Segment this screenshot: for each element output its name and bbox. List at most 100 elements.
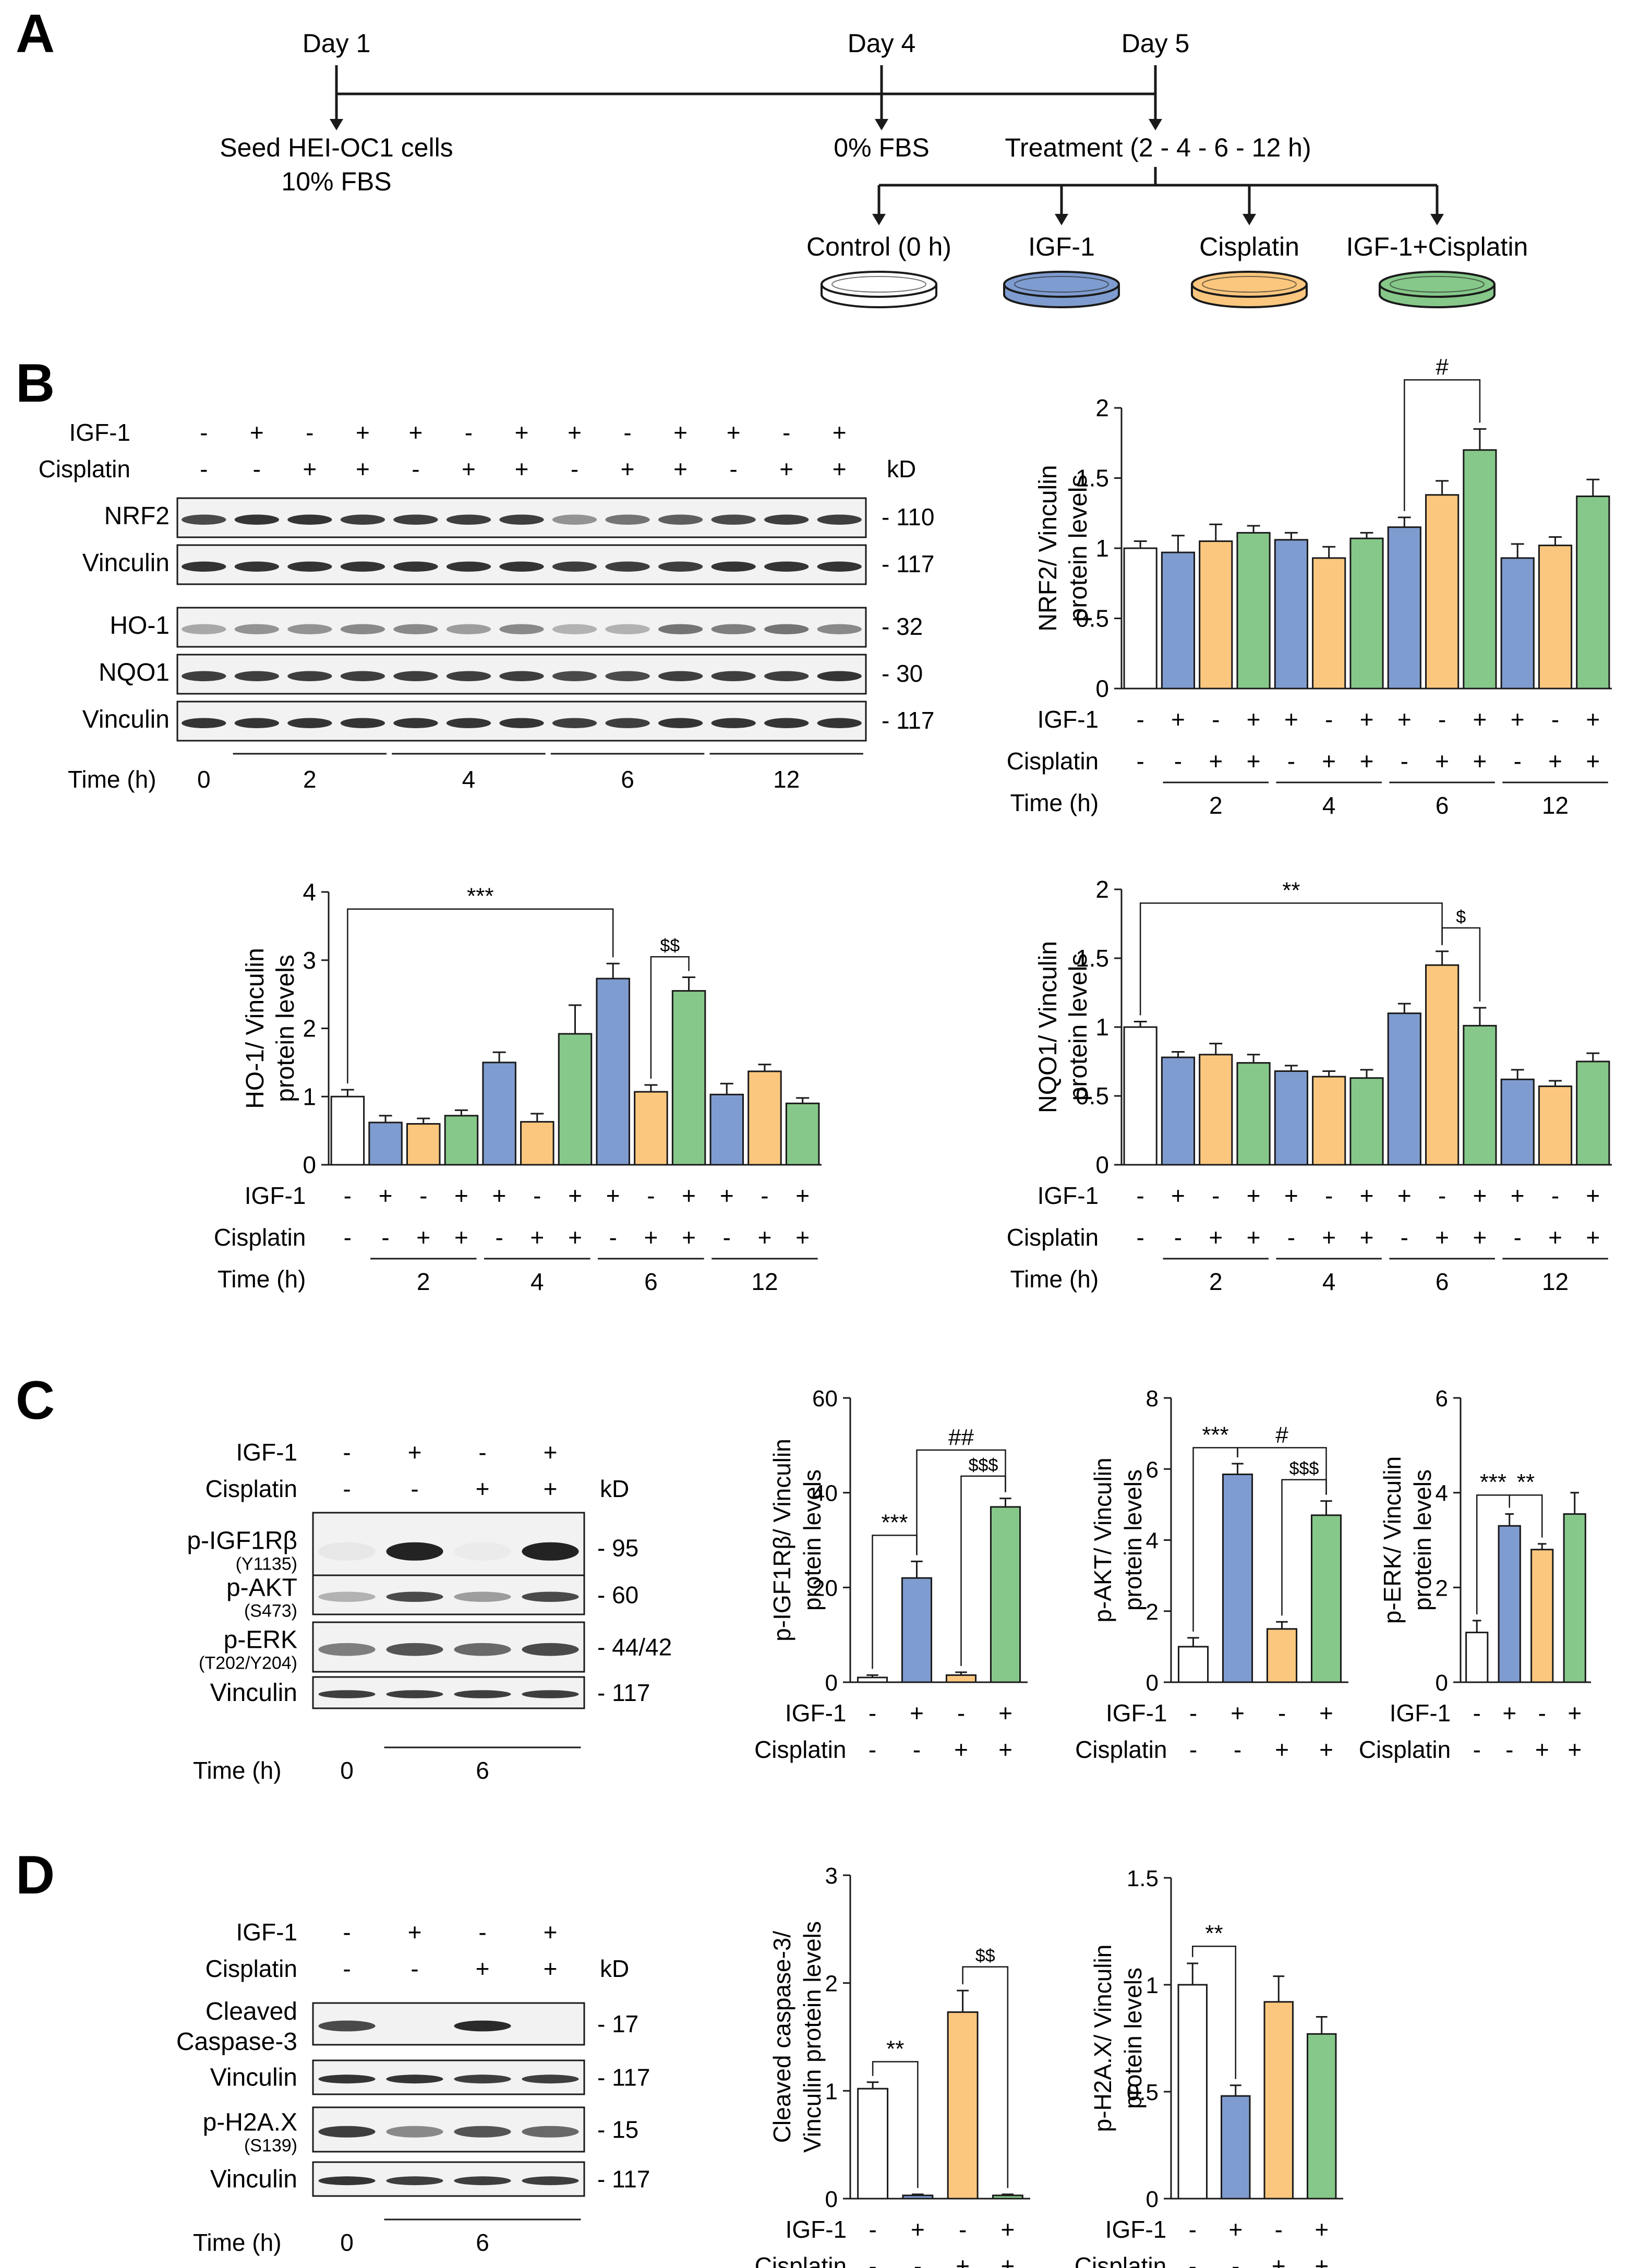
blotC-row-label: p-ERK [224,1626,297,1654]
chart-bar [1199,1054,1233,1166]
chart-sig-label: ** [886,2036,904,2062]
blot-b-cis-sign: - [253,455,261,482]
chart-igf-label: IGF-1 [785,1699,847,1727]
chart-igf-sign: + [1397,706,1412,733]
blot-b-igf-sign: + [356,419,370,446]
chart-cis-sign: + [644,1224,658,1251]
chart-igf-sign: + [1473,706,1487,733]
chart-igf-sign: - [1538,1699,1546,1727]
blot-b-row-band [499,718,544,728]
chart-cis-sign: - [1232,2252,1239,2268]
blot-b-row-label: Vinculin [82,549,170,577]
chart-igf-sign: + [1360,706,1374,733]
chart-sig-label: # [1275,1422,1288,1447]
chart-igf-sign: + [454,1182,468,1209]
chart-y-tick-label: 1.5 [1127,1866,1159,1891]
chart-y-tick-label: 3 [825,1863,838,1889]
chart-bar [992,2194,1023,2200]
chart-y-tick-label: 2 [825,1971,838,1997]
blot-b-cis-sign: + [621,455,635,482]
chart-cis-sign: - [1189,2252,1197,2268]
blot-b-row-band [340,671,385,681]
chart-cis-sign: - [1287,1224,1295,1251]
blotC-row-label: p-IGF1Rβ [187,1527,297,1555]
chart-time-label: Time (h) [1010,789,1099,816]
blot-b-row-band [605,561,650,572]
blotC-row-sub: (S473) [244,1601,297,1621]
blotD-row-label: p-H2A.X [203,2109,297,2137]
chart-y-tick-label: 1 [1095,535,1109,562]
blot-b-row-band [605,718,650,728]
chart-bar [1274,539,1308,690]
chart-pakt: 0 2 4 6 8 p-AKT/ Vinculin protein levels *** #$$… [1075,1386,1348,1763]
chart-y-label-line: protein levels [1409,1469,1436,1611]
blotC-row-band [318,1591,376,1602]
chart-bar [1425,964,1460,1166]
chart-y-label-line: protein levels [1119,1968,1147,2109]
blotC-cis-sign: - [411,1475,418,1502]
chart-nrf2: 0 0.5 1 1.5 2 NRF2/ Vinculin protein levels # IG… [1007,354,1612,819]
blot-b-row-label: NRF2 [104,502,170,530]
chart-cis-sign: + [568,1224,582,1251]
blotC-row-band [386,1591,443,1602]
blot-b-row-band [340,514,385,525]
chart-cis-sign: + [1435,747,1449,775]
chart-igf-sign: + [1171,1182,1185,1209]
blot-b-row-band [764,561,809,572]
chart-y-tick-label: 1 [303,1083,316,1110]
dish-top [1003,271,1120,298]
chart-cis-sign: - [1234,1736,1241,1763]
blotD-row-band [522,2126,579,2138]
chart-bar [1177,1984,1208,2200]
blot-b-row-band [234,514,279,525]
chart-cis-sign: + [1360,1224,1374,1251]
blotD-kd: - 15 [597,2116,638,2143]
chart-bar [482,1061,516,1166]
blotD-row-label: Cleaved [206,1998,297,2025]
blotD-row-band [318,2126,376,2138]
blot-b-igf-sign: + [833,419,847,446]
chart-bar [902,2194,934,2200]
blot-b-row-band [446,671,491,681]
chart-cis-sign: + [1586,1224,1600,1251]
chart-time-group: 12 [1542,792,1569,819]
blot-b-row-band [287,671,332,681]
chart-igf-sign: + [606,1182,620,1209]
chart-bar [558,1033,593,1166]
chart-igf-sign: - [1275,2216,1283,2243]
chart-y-tick-label: 2 [303,1015,316,1042]
blotC-row-band [522,1542,579,1561]
blot-b-row-band [393,514,438,525]
chart-igf-sign: - [647,1182,655,1209]
chart-cis-sign: - [1189,1736,1197,1763]
chart-bar [1463,1024,1497,1166]
blotD-row-band [318,2176,376,2186]
blotC-row-sub: (T202/Y204) [199,1654,297,1673]
chart-igf-sign: + [1171,706,1185,733]
blotC-row-band [454,1591,511,1602]
chart-bar [406,1123,441,1166]
chart-igf-sign: - [1212,706,1220,733]
chart-igf-sign: + [1315,2216,1329,2243]
chart-sig-label: ** [1282,877,1300,903]
timeline-diagram: Day 1 Day 4 Day 5 Seed HEI-OC1 cells 10%… [220,29,1528,308]
blot-b-row-band [446,718,491,728]
chart-sig-bracket [962,1966,1009,2188]
blot-b-row-band [234,718,279,728]
chart-y-tick-label: 6 [1436,1386,1448,1412]
blot-b-igf-label: IGF-1 [69,419,130,446]
chart-bar [1538,545,1573,690]
panel-letter-a: A [16,4,55,64]
blot-b-row-band [234,561,279,572]
chart-cis-sign: + [1275,1736,1289,1763]
blot-b-row-band [340,561,385,572]
chart-cis-label: Cisplatin [754,1736,846,1763]
blot-panel-b: IGF-1 Cisplatin - + - + + - + + - + + - + - - + + - + + - + + - + +… [39,419,935,793]
chart-sig-label: *** [1202,1422,1228,1447]
dish-top [1379,271,1496,298]
blotC-kd: - 95 [597,1535,638,1562]
chart-y-tick-label: 2 [1146,1599,1159,1625]
chart-igf-label: IGF-1 [1105,2216,1167,2243]
chart-cis-sign: + [1315,2252,1329,2268]
blotD-row-band [522,2074,579,2084]
